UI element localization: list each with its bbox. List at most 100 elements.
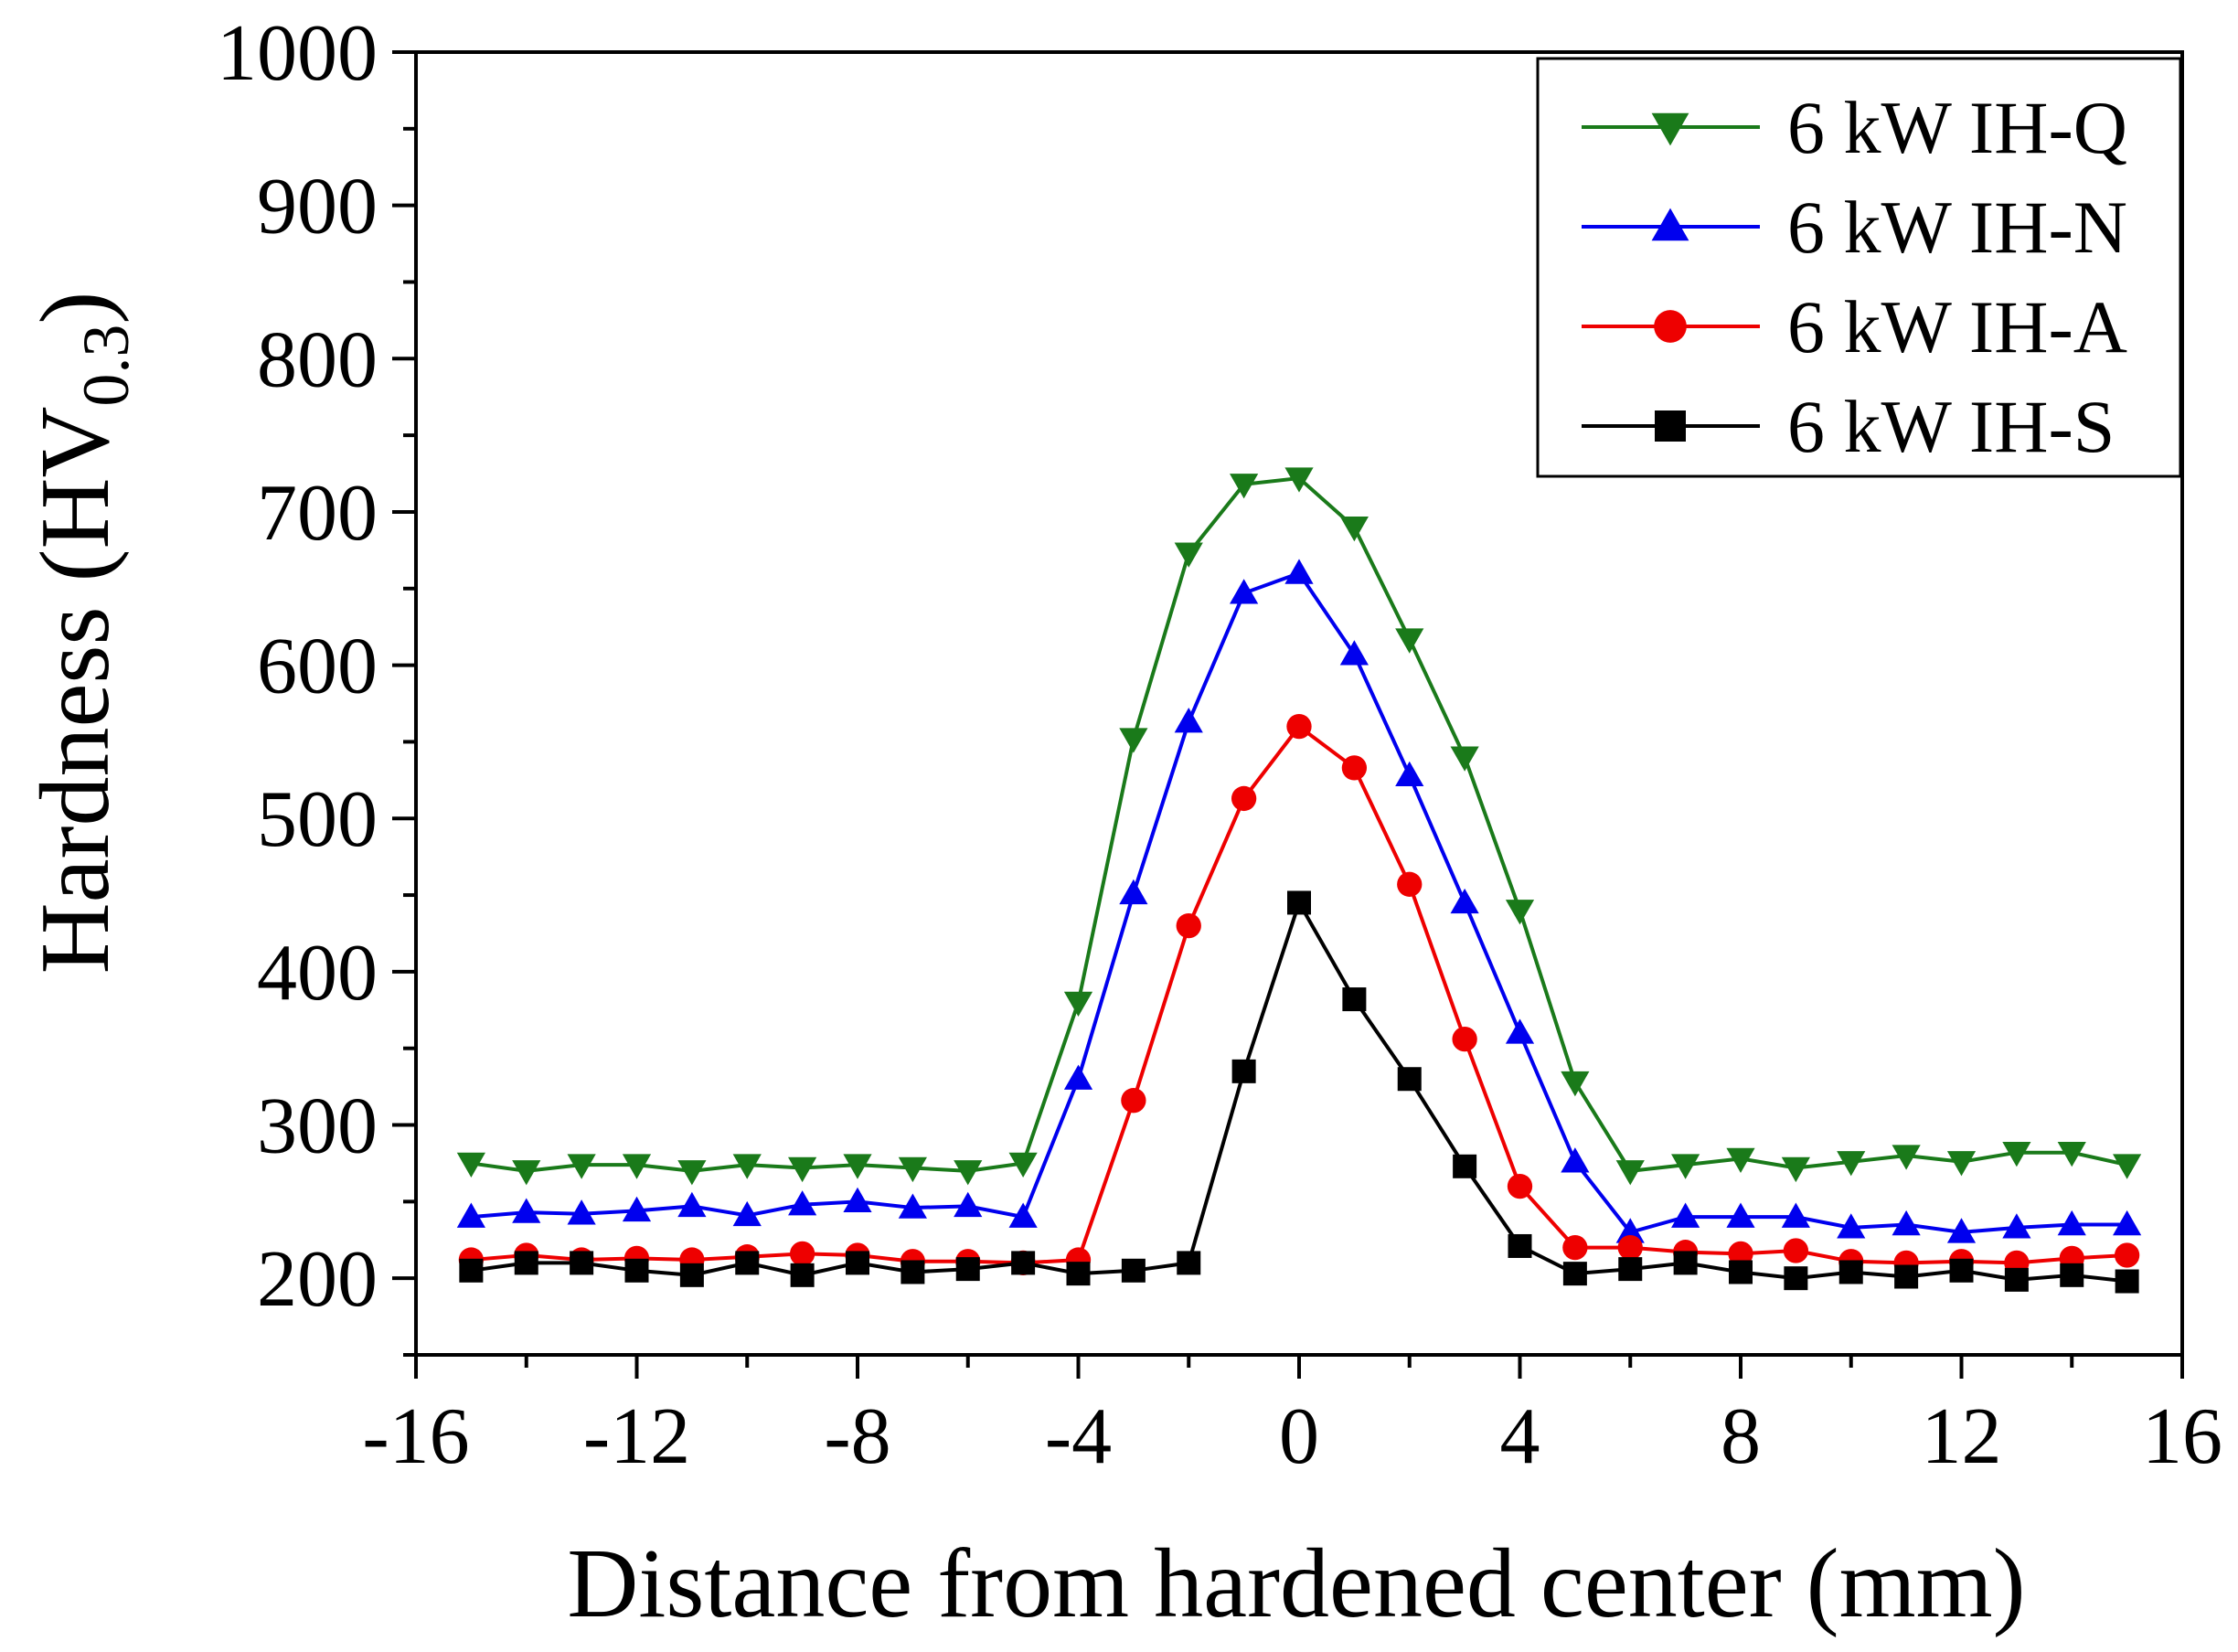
data-point: [1008, 1202, 1038, 1228]
data-point: [790, 1263, 815, 1287]
data-point: [2057, 1210, 2086, 1236]
data-point: [732, 1154, 762, 1179]
x-axis-title: Distance from hardened center (mm): [567, 1529, 2025, 1638]
y-tick-label: 500: [257, 775, 378, 864]
x-tick-label: -16: [362, 1392, 469, 1481]
data-point: [624, 1258, 649, 1283]
data-point: [843, 1187, 872, 1213]
data-point: [1837, 1151, 1866, 1177]
y-axis-ticks: 200 300 400 500 600 700 800 900 1000: [217, 9, 416, 1357]
x-tick-label: 12: [1922, 1392, 2002, 1481]
y-tick-label: 700: [257, 469, 378, 558]
data-point: [1452, 1026, 1477, 1052]
data-point: [1671, 1202, 1700, 1228]
data-point: [1505, 900, 1535, 925]
data-point: [1119, 728, 1148, 753]
data-point: [1892, 1145, 1921, 1170]
data-series: [456, 467, 2142, 1294]
data-point: [1287, 890, 1311, 915]
y-tick-label: 200: [257, 1235, 378, 1324]
data-point: [1230, 474, 1259, 499]
data-point: [1946, 1151, 1977, 1177]
data-point: [622, 1196, 652, 1222]
data-point: [2002, 1213, 2031, 1239]
data-point: [1505, 1018, 1535, 1044]
y-axis-title-subscript: 0.3: [69, 325, 143, 407]
data-point: [622, 1154, 652, 1179]
data-point: [2060, 1263, 2084, 1287]
y-tick-label: 800: [257, 315, 378, 404]
data-point: [1784, 1266, 1808, 1291]
data-point: [1673, 1251, 1698, 1275]
data-point: [1781, 1202, 1810, 1228]
data-point: [954, 1160, 983, 1186]
y-axis-title-main: Hardness (HV: [21, 407, 130, 975]
y-tick-label: 400: [257, 929, 378, 1018]
data-point: [1231, 1059, 1256, 1083]
data-point: [789, 1241, 815, 1267]
data-point: [1671, 1154, 1700, 1179]
legend-marker: [1651, 208, 1689, 241]
data-point: [1176, 912, 1201, 939]
data-point: [1508, 1233, 1532, 1258]
data-point: [1838, 1260, 1863, 1284]
data-point: [677, 1160, 707, 1186]
data-point: [1231, 785, 1257, 812]
data-point: [1615, 1218, 1645, 1243]
x-tick-label: 8: [1721, 1392, 1761, 1481]
data-point: [1562, 1262, 1587, 1286]
series-6-kw-ih-q: [456, 467, 2142, 1186]
y-tick-label: 900: [257, 163, 378, 251]
data-point: [1341, 755, 1368, 781]
x-tick-label: -4: [1045, 1392, 1112, 1481]
data-point: [1063, 991, 1093, 1018]
data-point: [1121, 1088, 1146, 1114]
data-point: [1339, 517, 1369, 542]
x-tick-label: -8: [824, 1392, 890, 1481]
data-point: [459, 1258, 484, 1283]
data-point: [1395, 628, 1424, 654]
data-point: [679, 1263, 704, 1287]
legend-marker: [1651, 112, 1689, 146]
data-point: [1284, 559, 1314, 584]
data-point: [955, 1257, 980, 1282]
data-point: [1618, 1257, 1643, 1282]
data-point: [1728, 1241, 1753, 1267]
data-point: [2002, 1142, 2031, 1167]
data-point: [1177, 1251, 1201, 1275]
data-point: [2115, 1269, 2139, 1294]
data-point: [1615, 1160, 1645, 1186]
data-point: [1562, 1234, 1588, 1261]
data-point: [1397, 871, 1423, 897]
data-point: [456, 1202, 485, 1228]
data-point: [843, 1154, 872, 1179]
data-point: [1174, 708, 1203, 733]
y-axis-title-close: ): [21, 292, 130, 325]
data-point: [677, 1191, 707, 1218]
data-point: [1561, 1147, 1590, 1173]
data-point: [846, 1251, 869, 1275]
data-point: [901, 1260, 925, 1284]
data-point: [2113, 1210, 2142, 1236]
legend-marker: [1655, 410, 1686, 442]
data-point: [1286, 713, 1312, 740]
data-point: [1450, 888, 1479, 914]
data-point: [1949, 1258, 1974, 1283]
data-point: [456, 1152, 485, 1178]
legend-label: 6 kW IH-N: [1787, 186, 2127, 269]
data-point: [1561, 1071, 1590, 1097]
data-point: [1946, 1218, 1977, 1243]
data-point: [2004, 1267, 2029, 1292]
data-point: [1342, 987, 1367, 1012]
data-point: [1397, 1067, 1422, 1092]
x-tick-label: 0: [1279, 1392, 1319, 1481]
data-point: [1066, 1262, 1091, 1286]
data-point: [1230, 579, 1259, 604]
legend-label: 6 kW IH-Q: [1787, 86, 2127, 169]
data-point: [1450, 746, 1479, 772]
data-point: [1174, 542, 1203, 568]
series-6-kw-ih-n: [456, 559, 2142, 1243]
data-point: [1726, 1202, 1755, 1228]
data-point: [898, 1156, 927, 1183]
data-point: [1894, 1264, 1919, 1289]
